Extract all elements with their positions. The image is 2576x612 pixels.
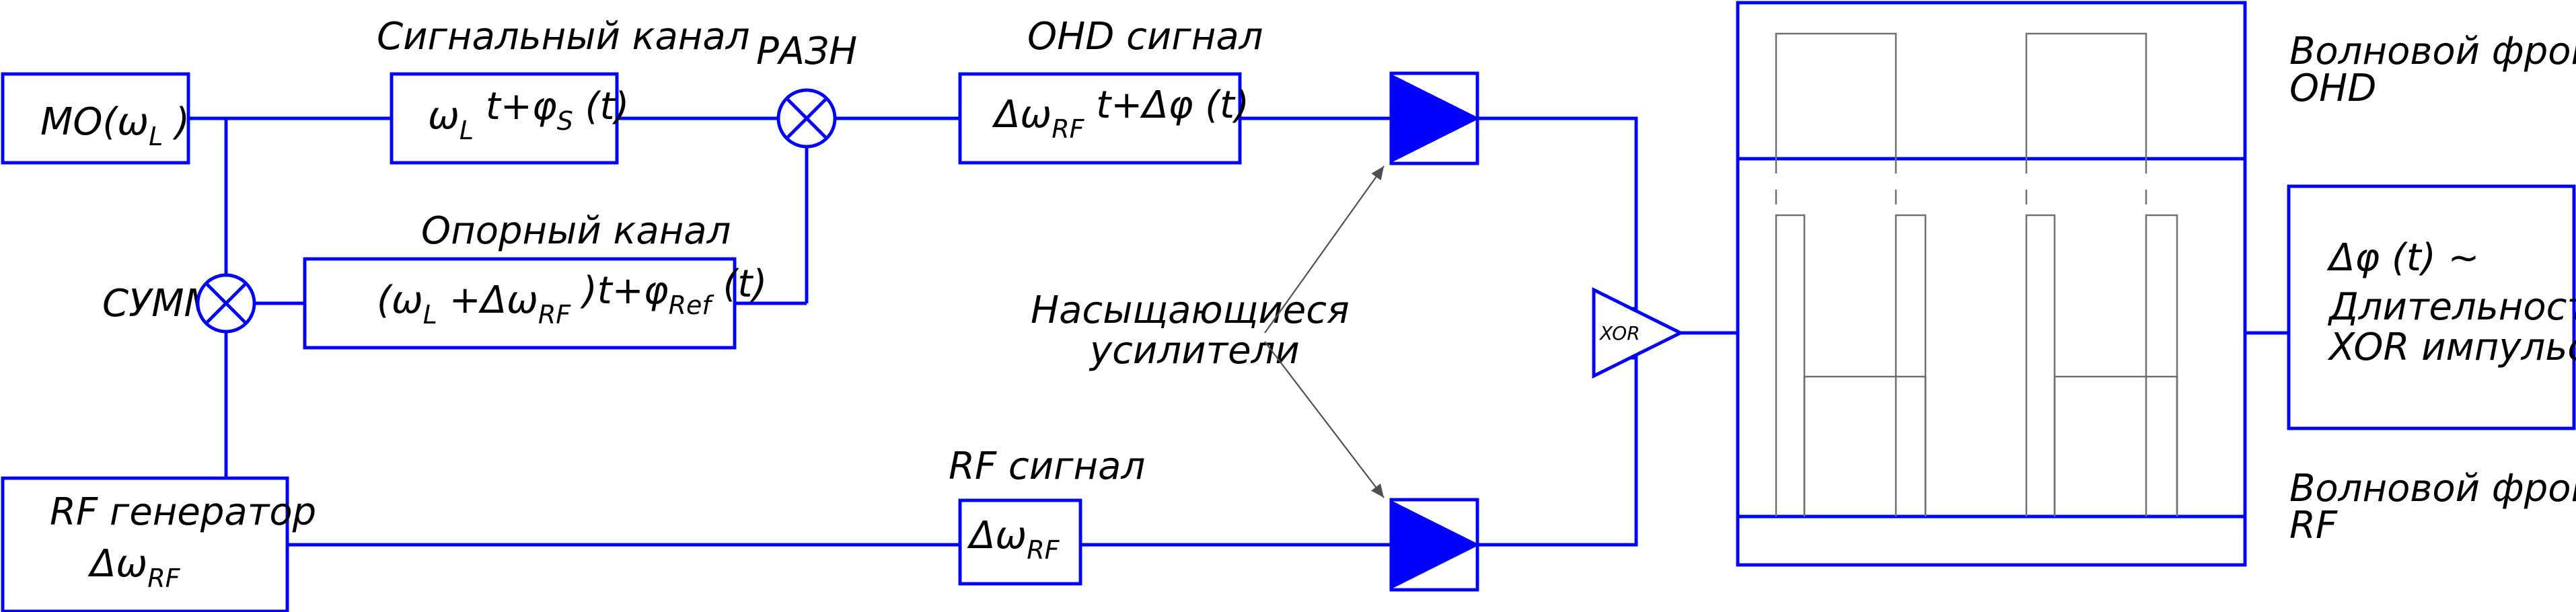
ohd-signal-box [958,72,1242,165]
xor-gate: XOR [1592,287,1685,379]
amplifier-pointer-bottom [1264,341,1385,498]
summer-cross-2 [205,282,247,324]
ohd-waveform-mid-4 [2145,214,2178,517]
amplifiers-note-line2: усилители [1089,329,1300,373]
wavefront-ohd-line2: OHD [2289,67,2376,110]
wire-amp-bottom-to-xor [1477,356,1638,547]
mixer-cross-2 [786,98,827,139]
lo-block: MO(ωL ) [1,72,190,165]
rf-signal-title: RF сигнал [949,445,1145,488]
output-line3: XOR импульсов [2327,326,2576,369]
waveform-labels: Волновой фрон OHD Волновой фрон RF [2289,30,2576,547]
wavefront-rf-line2: RF [2289,504,2338,547]
waveform-frame [1736,1,2247,567]
signal-channel-block: Сигнальный канал ωL t+φS (t) [377,15,750,165]
amplifiers: Насыщающиеся усилители [1031,71,1480,592]
amplifier-bottom-triangle [1389,500,1480,590]
rf-waveform-2 [2053,375,2178,517]
ohd-waveform-mid-1 [1775,214,1806,517]
ohd-signal-formula: ΔωRF t+Δφ (t) [992,83,1249,144]
xor-triangle [1592,287,1685,379]
output-line1: Δφ (t) ~ [2326,236,2479,280]
rf-generator-box [1,476,289,612]
rf-waveform [1803,375,1927,517]
ohd-waveform-mid-2 [1894,214,1927,517]
output-block: Δφ (t) ~ Длительность XOR импульсов [2287,184,2576,430]
reference-channel-block: Опорный канал (ωL +ΔωRF )t+φRef (t) [303,209,767,350]
summer: СУММ [102,273,256,334]
signal-channel-box [390,72,619,165]
amplifier-top-triangle [1389,73,1480,163]
lo-label: MO(ωL ) [40,100,190,151]
wavefront-rf-line1: Волновой фрон [2289,467,2576,510]
output-line2: Длительность [2327,285,2576,329]
waveform-panel [1736,1,2247,567]
ohd-signal-block: OHD сигнал ΔωRF t+Δφ (t) [958,15,1263,165]
ohd-waveform-upper [1775,32,1897,159]
wire-amp-top-to-xor [1477,116,1638,311]
rf-generator-label: RF генератор [50,490,316,534]
amplifier-pointer-top [1264,165,1385,334]
lo-box [1,72,190,165]
xor-label: XOR [1598,322,1640,344]
rf-signal-formula: ΔωRF [967,514,1060,565]
reference-channel-box [303,257,737,350]
wavefront-ohd-line1: Волновой фрон [2289,30,2576,73]
rf-signal-block: RF сигнал ΔωRF [949,445,1145,586]
signal-channel-formula: ωL t+φS (t) [428,85,629,145]
ohd-waveform-upper-2 [2025,32,2147,159]
ohd-waveform-mid-3 [2025,214,2056,517]
signal-channel-title: Сигнальный канал [377,15,750,59]
amplifiers-note-line1: Насыщающиеся [1031,289,1350,332]
ohd-signal-title: OHD сигнал [1027,15,1263,59]
mixer-label: РАЗН [756,30,857,73]
rf-generator-formula: ΔωRF [87,542,181,593]
rf-signal-box [958,498,1082,586]
rf-generator-block: RF генератор ΔωRF [1,476,316,612]
mixer: РАЗН [756,30,857,149]
reference-channel-formula: (ωL +ΔωRF )t+φRef (t) [377,262,767,330]
reference-channel-title: Опорный канал [421,209,731,253]
output-box [2287,184,2576,430]
